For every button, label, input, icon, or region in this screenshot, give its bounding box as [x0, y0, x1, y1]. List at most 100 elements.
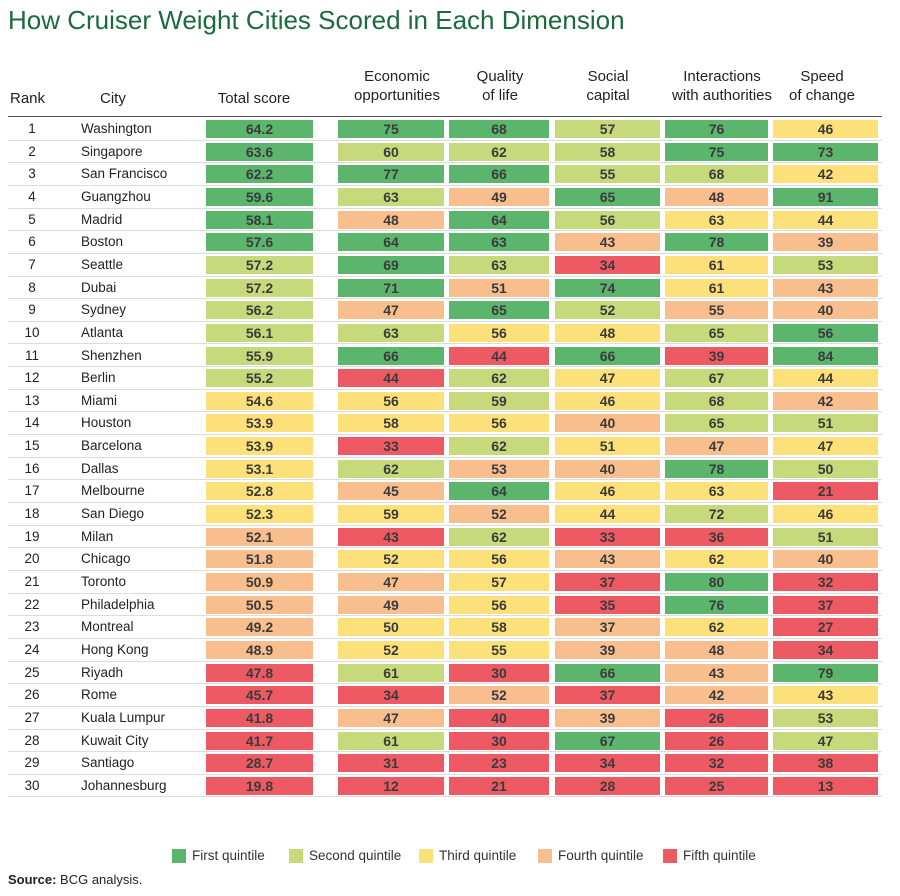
rank-cell: 3	[28, 166, 36, 182]
table-row: 20 Chicago 51.8 52 56 43 62 40	[8, 548, 882, 571]
speed-of-change-cell: 43	[773, 278, 878, 297]
legend-item-first-quintile: First quintile	[172, 848, 265, 864]
rank-cell: 25	[24, 664, 40, 680]
speed-of-change-cell: 37	[773, 595, 878, 614]
rank-cell: 19	[24, 528, 40, 544]
economic-opportunities-cell: 75	[338, 120, 444, 138]
interactions-with-authorities-cell: 65	[665, 323, 768, 342]
city-cell: Atlanta	[81, 324, 124, 340]
economic-opportunities-cell: 56	[338, 391, 444, 410]
table-row: 21 Toronto 50.9 47 57 37 80 32	[8, 571, 882, 594]
city-cell: Hong Kong	[81, 641, 149, 657]
speed-of-change-cell: 51	[773, 527, 878, 546]
economic-opportunities-cell: 64	[338, 233, 444, 252]
header-authorities-line1: Interactions	[683, 68, 761, 85]
interactions-with-authorities-cell: 26	[665, 708, 768, 727]
social-capital-cell: 40	[555, 459, 660, 478]
rank-cell: 29	[24, 755, 40, 771]
interactions-with-authorities-cell: 78	[665, 233, 768, 252]
city-cell: Montreal	[81, 619, 134, 635]
interactions-with-authorities-cell: 68	[665, 165, 768, 184]
header-city-label: City	[100, 90, 126, 107]
source-label: Source:	[8, 872, 57, 887]
speed-of-change-cell: 42	[773, 391, 878, 410]
speed-of-change-cell: 40	[773, 550, 878, 569]
total-score-cell: 63.6	[206, 142, 313, 161]
social-capital-cell: 37	[555, 686, 660, 705]
economic-opportunities-cell: 43	[338, 527, 444, 546]
quality-of-life-cell: 56	[449, 414, 549, 433]
quality-of-life-cell: 56	[449, 595, 549, 614]
table-row: 3 San Francisco 62.2 77 66 55 68 42	[8, 163, 882, 186]
interactions-with-authorities-cell: 25	[665, 776, 768, 795]
total-score-cell: 50.5	[206, 595, 313, 614]
total-score-cell: 53.9	[206, 414, 313, 433]
source-text: BCG analysis.	[60, 872, 143, 887]
city-cell: Sydney	[81, 302, 127, 318]
legend-label-third-quintile: Third quintile	[439, 848, 517, 863]
economic-opportunities-cell: 44	[338, 369, 444, 388]
quality-of-life-cell: 63	[449, 233, 549, 252]
table-row: 27 Kuala Lumpur 41.8 47 40 39 26 53	[8, 707, 882, 730]
speed-of-change-cell: 43	[773, 686, 878, 705]
header-rank-label: Rank	[10, 90, 46, 107]
table-row: 25 Riyadh 47.8 61 30 66 43 79	[8, 662, 882, 685]
table-row: 18 San Diego 52.3 59 52 44 72 46	[8, 503, 882, 526]
city-cell: San Francisco	[81, 166, 168, 182]
total-score-cell: 50.9	[206, 573, 313, 591]
legend-label-fourth-quintile: Fourth quintile	[558, 848, 644, 863]
quality-of-life-cell: 64	[449, 210, 549, 229]
speed-of-change-cell: 84	[773, 346, 878, 365]
economic-opportunities-cell: 63	[338, 323, 444, 342]
economic-opportunities-cell: 33	[338, 437, 444, 456]
total-score-cell: 28.7	[206, 754, 313, 773]
total-score-cell: 53.1	[206, 459, 313, 478]
rank-cell: 15	[24, 438, 40, 454]
interactions-with-authorities-cell: 32	[665, 754, 768, 773]
interactions-with-authorities-cell: 62	[665, 618, 768, 637]
header-total-score-label: Total score	[217, 90, 291, 107]
economic-opportunities-cell: 59	[338, 505, 444, 524]
speed-of-change-cell: 73	[773, 142, 878, 161]
table-row: 29 Santiago 28.7 31 23 34 32 38	[8, 752, 882, 775]
city-cell: Miami	[81, 392, 117, 408]
speed-of-change-cell: 44	[773, 210, 878, 229]
economic-opportunities-cell: 31	[338, 754, 444, 773]
header-rank: Rank	[10, 89, 45, 108]
chart-title: How Cruiser Weight Cities Scored in Each…	[8, 5, 625, 35]
rank-cell: 4	[28, 188, 36, 204]
speed-of-change-cell: 13	[773, 776, 878, 795]
social-capital-cell: 56	[555, 210, 660, 229]
interactions-with-authorities-cell: 78	[665, 459, 768, 478]
quality-of-life-cell: 30	[449, 731, 549, 750]
header-speed-line2: of change	[789, 87, 855, 104]
social-capital-cell: 67	[555, 731, 660, 750]
quality-of-life-cell: 63	[449, 255, 549, 274]
speed-of-change-cell: 40	[773, 301, 878, 320]
interactions-with-authorities-cell: 63	[665, 210, 768, 229]
interactions-with-authorities-cell: 61	[665, 278, 768, 297]
quality-of-life-cell: 57	[449, 573, 549, 591]
economic-opportunities-cell: 34	[338, 686, 444, 705]
city-cell: Shenzhen	[81, 347, 142, 363]
rank-cell: 20	[24, 551, 40, 567]
header-social-line1: Social	[587, 68, 629, 85]
interactions-with-authorities-cell: 63	[665, 482, 768, 501]
legend-swatch-first-quintile	[172, 849, 186, 863]
header-economic-opportunities: Economic opportunities	[337, 67, 457, 105]
interactions-with-authorities-cell: 76	[665, 595, 768, 614]
social-capital-cell: 33	[555, 527, 660, 546]
speed-of-change-cell: 27	[773, 618, 878, 637]
rank-cell: 23	[24, 619, 40, 635]
city-cell: Dubai	[81, 279, 117, 295]
total-score-cell: 55.2	[206, 369, 313, 388]
social-capital-cell: 47	[555, 369, 660, 388]
legend-item-fourth-quintile: Fourth quintile	[538, 848, 644, 864]
speed-of-change-cell: 32	[773, 573, 878, 591]
total-score-cell: 54.6	[206, 391, 313, 410]
table-row: 1 Washington 64.2 75 68 57 76 46	[8, 118, 882, 141]
economic-opportunities-cell: 69	[338, 255, 444, 274]
social-capital-cell: 48	[555, 323, 660, 342]
city-cell: San Diego	[81, 506, 145, 522]
total-score-cell: 52.8	[206, 482, 313, 501]
